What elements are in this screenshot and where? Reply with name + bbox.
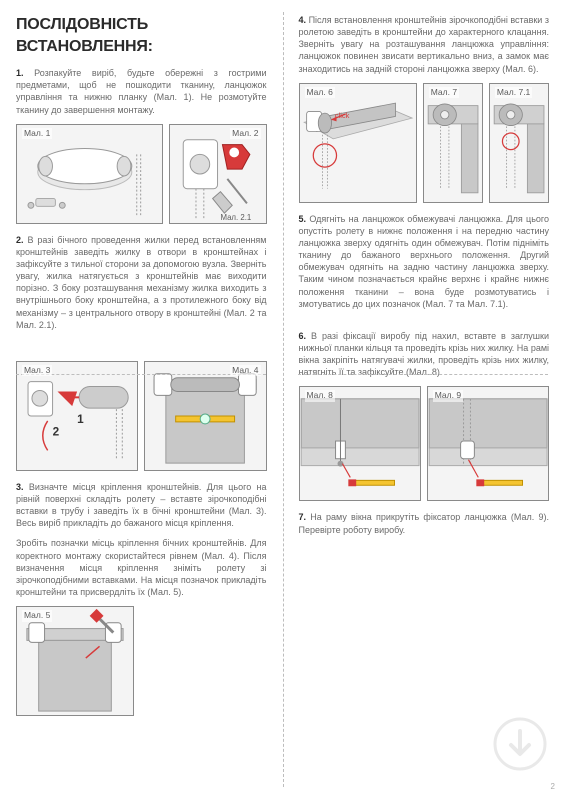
svg-text:1: 1: [77, 413, 84, 426]
figure-7: Мал. 7: [423, 83, 483, 203]
figure-8: Мал. 8: [299, 386, 421, 501]
figure-4-svg: [145, 362, 265, 470]
step-3-body-a: Визначте місця кріплення кронштейнів. Дл…: [16, 482, 267, 528]
figure-7-label: Мал. 7: [429, 87, 459, 98]
figure-row-1: Мал. 1 Мал. 2: [16, 124, 267, 224]
figure-6-label: Мал. 6: [305, 87, 335, 98]
step-7-number: 7.: [299, 512, 307, 522]
figure-2-label: Мал. 2: [230, 128, 260, 139]
svg-text:Мал. 2.1: Мал. 2.1: [221, 213, 252, 222]
watermark-icon: [493, 717, 547, 771]
step-5-number: 5.: [299, 214, 307, 224]
step-7-text: 7. На раму вікна прикрутіть фіксатор лан…: [299, 511, 550, 535]
figure-7-1-label: Мал. 7.1: [495, 87, 532, 98]
figure-3-svg: 2 1: [17, 362, 137, 470]
figure-5: Мал. 5: [16, 606, 134, 716]
figure-7-svg: [424, 84, 482, 202]
figure-1-svg: [17, 125, 162, 223]
step-4-number: 4.: [299, 15, 307, 25]
step-1-number: 1.: [16, 68, 24, 78]
figure-8-svg: [300, 387, 420, 500]
step-6-number: 6.: [299, 331, 307, 341]
figure-9: Мал. 9: [427, 386, 549, 501]
figure-1: Мал. 1: [16, 124, 163, 224]
figure-2: Мал. 2 Мал. 2.1: [169, 124, 266, 224]
right-column: 4. Після встановлення кронштейнів зірочк…: [283, 0, 565, 799]
figure-4: Мал. 4: [144, 361, 266, 471]
step-7-body: На раму вікна прикрутіть фіксатор ланцюж…: [299, 512, 550, 534]
step-3-text-b: Зробіть позначки місць кріплення бічних …: [16, 537, 267, 598]
horizontal-divider-left: [16, 374, 266, 375]
step-5-body: Одягніть на ланцюжок обмежувачі ланцюжка…: [299, 214, 550, 309]
step-4-text: 4. Після встановлення кронштейнів зірочк…: [299, 14, 550, 75]
figure-5-svg: [17, 607, 133, 715]
step-3-text-a: 3. Визначте місця кріплення кронштейнів.…: [16, 481, 267, 530]
figure-5-label: Мал. 5: [22, 610, 52, 621]
figure-row-3: Мал. 5: [16, 606, 267, 716]
figure-row-2: Мал. 3 2 1 Мал. 4: [16, 361, 267, 471]
page-number: 2: [551, 782, 555, 793]
figure-7-1: Мал. 7.1: [489, 83, 549, 203]
figure-row-5: Мал. 8 Мал. 9: [299, 386, 550, 501]
figure-row-4: Мал. 6 click Мал. 7: [299, 83, 550, 203]
figure-3-label: Мал. 3: [22, 365, 52, 376]
step-2-number: 2.: [16, 235, 24, 245]
page-title: ПОСЛІДОВНІСТЬ ВСТАНОВЛЕННЯ:: [16, 14, 267, 57]
step-6-body: В разі фіксації виробу під нахил, вставт…: [299, 331, 550, 377]
figure-3: Мал. 3 2 1: [16, 361, 138, 471]
figure-6: Мал. 6 click: [299, 83, 417, 203]
step-3-number: 3.: [16, 482, 24, 492]
figure-9-label: Мал. 9: [433, 390, 463, 401]
step-4-body: Після встановлення кронштейнів зірочкопо…: [299, 15, 550, 74]
horizontal-divider-right: [298, 374, 548, 375]
figure-1-label: Мал. 1: [22, 128, 52, 139]
step-6-text: 6. В разі фіксації виробу під нахил, вст…: [299, 330, 550, 379]
step-1-body: Розпакуйте виріб, будьте обережні з гост…: [16, 68, 267, 114]
step-2-text: 2. В разі бічного проведення жилки перед…: [16, 234, 267, 331]
instruction-page: ПОСЛІДОВНІСТЬ ВСТАНОВЛЕННЯ: 1. Розпакуйт…: [0, 0, 565, 799]
figure-2-svg: Мал. 2.1: [170, 125, 265, 223]
step-5-text: 5. Одягніть на ланцюжок обмежувачі ланцю…: [299, 213, 550, 310]
vertical-divider: [283, 12, 284, 787]
step-2-body: В разі бічного проведення жилки перед вс…: [16, 235, 267, 330]
svg-text:2: 2: [53, 426, 60, 439]
figure-9-svg: [428, 387, 548, 500]
left-column: ПОСЛІДОВНІСТЬ ВСТАНОВЛЕННЯ: 1. Розпакуйт…: [0, 0, 283, 799]
figure-6-svg: click: [300, 84, 416, 202]
step-1-text: 1. Розпакуйте виріб, будьте обережні з г…: [16, 67, 267, 116]
figure-4-label: Мал. 4: [230, 365, 260, 376]
figure-8-label: Мал. 8: [305, 390, 335, 401]
figure-7-1-svg: [490, 84, 548, 202]
